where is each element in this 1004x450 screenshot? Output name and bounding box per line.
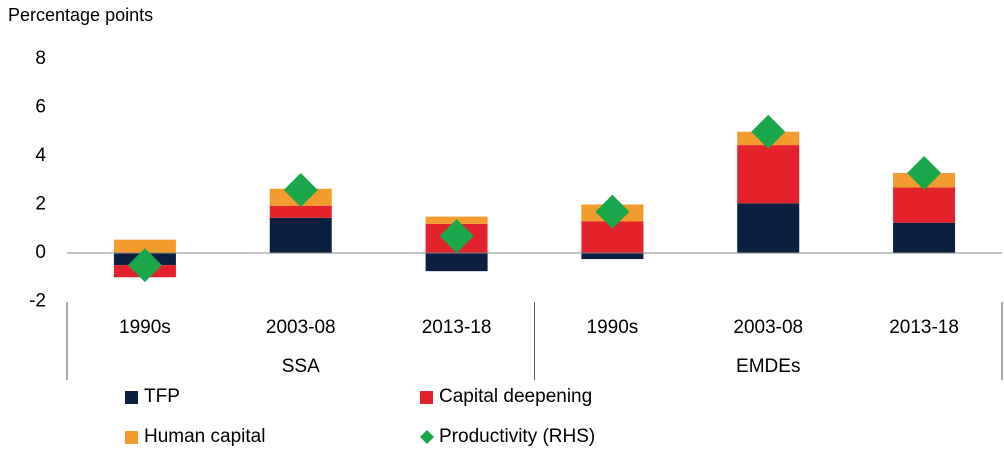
group-label: SSA [282,356,320,377]
y-tick-label: 2 [35,194,46,215]
bar [893,187,956,223]
marker [283,172,318,207]
marker [595,194,630,229]
y-tick-label: 8 [35,48,46,69]
legend-label: Human capital [144,426,265,447]
bar [113,239,176,253]
y-tick-label: -2 [29,291,46,312]
legend-label: TFP [144,386,180,407]
bar [581,253,644,260]
bar [269,217,332,253]
legend-swatch [125,431,138,444]
x-tick-label: 2013-18 [889,317,959,338]
marker [127,248,162,283]
bar [737,203,800,253]
x-tick-label: 1990s [119,317,171,338]
bar [737,145,800,204]
x-tick-label: 2003-08 [266,317,336,338]
marker [439,219,474,254]
bar [893,222,956,253]
legend-label: Capital deepening [439,386,592,407]
y-axis-label: Percentage points [8,5,153,25]
y-tick-label: 6 [35,97,46,118]
y-tick-label: 0 [35,242,46,263]
x-tick-label: 2013-18 [422,317,492,338]
marker [751,114,786,149]
group-label: EMDEs [736,356,800,377]
legend-swatch [420,391,433,404]
bar [425,253,488,272]
y-tick-label: 4 [35,145,46,166]
legend-swatch [420,430,434,444]
legend-swatch [125,391,138,404]
bar [269,205,332,218]
x-tick-label: 2003-08 [733,317,803,338]
x-tick-label: 1990s [587,317,639,338]
legend-label: Productivity (RHS) [439,426,595,447]
marker [907,155,942,190]
